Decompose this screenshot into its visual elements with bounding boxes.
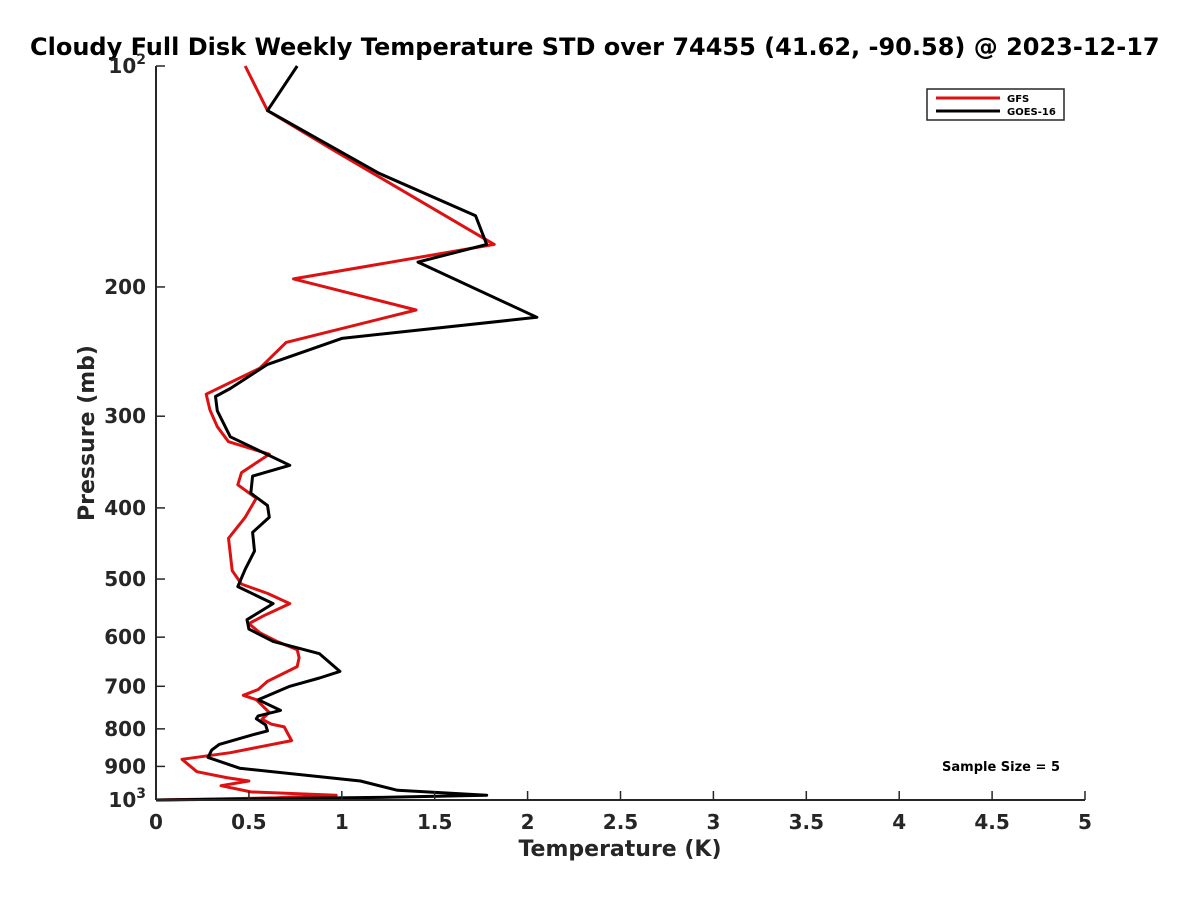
y-tick-label: 700 xyxy=(104,674,146,698)
sample-size-annotation: Sample Size = 5 xyxy=(942,760,1060,775)
x-tick-label: 0 xyxy=(149,810,163,834)
y-tick-label: 900 xyxy=(104,754,146,778)
y-tick-label: 200 xyxy=(104,275,146,299)
x-tick-label: 1 xyxy=(335,810,349,834)
y-axis-label: Pressure (mb) xyxy=(75,345,100,521)
x-tick-label: 3 xyxy=(706,810,720,834)
x-tick-label: 4 xyxy=(892,810,906,834)
x-axis-label: Temperature (K) xyxy=(518,837,721,862)
chart-title: Cloudy Full Disk Weekly Temperature STD … xyxy=(30,33,1160,61)
x-tick-label: 2 xyxy=(521,810,535,834)
x-tick-label: 3.5 xyxy=(789,810,824,834)
legend-label-goes-16: GOES-16 xyxy=(1007,107,1056,118)
y-tick-label: 300 xyxy=(104,404,146,428)
y-tick-label: 102 xyxy=(108,52,146,78)
y-tick-label: 400 xyxy=(104,496,146,520)
x-tick-label: 5 xyxy=(1078,810,1092,834)
x-tick-label: 1.5 xyxy=(417,810,452,834)
x-tick-label: 0.5 xyxy=(231,810,266,834)
y-tick-label: 600 xyxy=(104,625,146,649)
y-tick-label: 800 xyxy=(104,717,146,741)
legend-box xyxy=(926,88,1065,121)
y-tick-label: 103 xyxy=(108,786,146,812)
x-tick-label: 4.5 xyxy=(974,810,1009,834)
legend: GFS GOES-16 xyxy=(926,88,1065,121)
series-line-goes-16 xyxy=(155,65,539,802)
x-tick-label: 2.5 xyxy=(603,810,638,834)
y-tick-label: 500 xyxy=(104,567,146,591)
legend-label-gfs: GFS xyxy=(1007,94,1029,105)
series-layer xyxy=(155,65,539,802)
ticks-layer: 0 0.5 1 1.5 2 2.5 3 3.5 4 4.5 5 102 200 300 400 500 600 7… xyxy=(104,52,1092,834)
